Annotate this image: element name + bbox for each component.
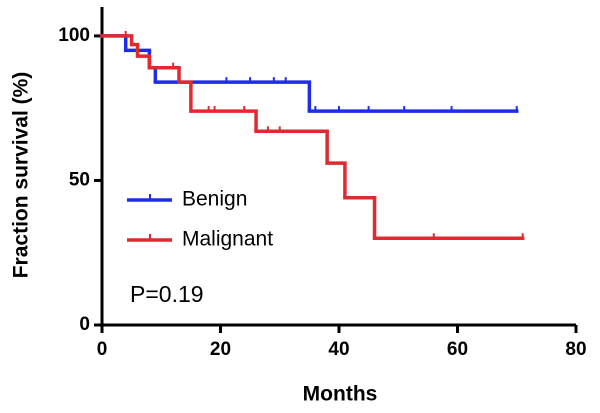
x-tick-label: 20	[210, 339, 231, 360]
y-tick-label: 50	[69, 169, 90, 190]
y-tick-label: 100	[58, 25, 90, 46]
x-tick-label: 0	[97, 339, 108, 360]
x-tick-label: 40	[328, 339, 349, 360]
legend-label: Benign	[182, 188, 247, 211]
x-tick-label: 80	[565, 339, 586, 360]
y-tick-label: 0	[79, 314, 90, 335]
x-axis-label: Months	[303, 383, 378, 406]
annotation: P=0.19	[130, 281, 204, 307]
y-axis-label: Fraction survival (%)	[10, 72, 33, 279]
legend-label: Malignant	[182, 228, 273, 251]
x-tick-label: 60	[447, 339, 468, 360]
